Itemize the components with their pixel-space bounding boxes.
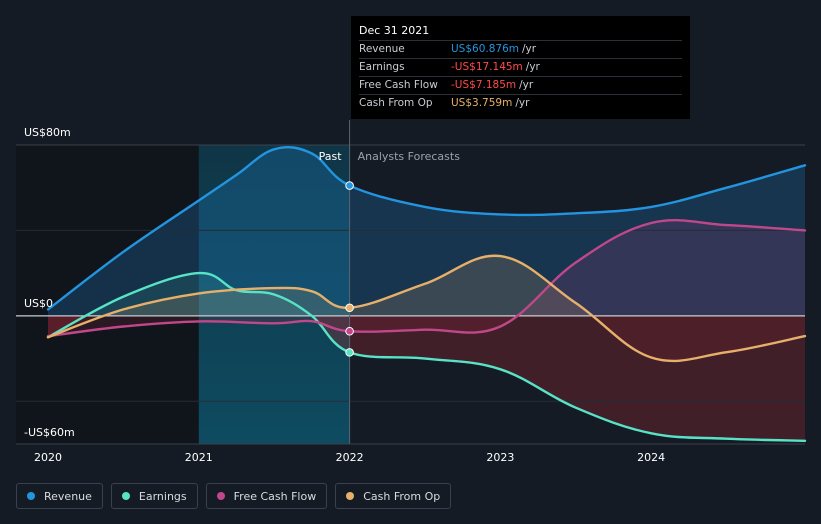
tooltip-unit: /yr (522, 43, 537, 55)
cash-from-op-dot-icon (346, 492, 355, 500)
tooltip-label: Free Cash Flow (359, 79, 438, 91)
tooltip-row-earnings: Earnings -US$17.145m /yr (359, 59, 682, 77)
free-cash-flow-dot-icon (216, 492, 225, 500)
series-area-3 (48, 315, 805, 361)
legend-label: Cash From Op (363, 489, 441, 503)
tooltip-value: US$60.876m (451, 43, 519, 55)
tooltip-value: US$3.759m (451, 97, 513, 109)
earnings-dot-icon (121, 492, 130, 500)
x-tick-label: 2021 (185, 451, 213, 464)
y-tick-label: -US$60m (24, 426, 75, 439)
legend-item-earnings[interactable]: Earnings (110, 483, 198, 509)
chart-canvas: US$80m US$0 -US$60m 2020 2021 2022 2023 2024 Pas… (16, 120, 807, 464)
y-tick-label: US$0 (24, 297, 53, 310)
series-area-1 (48, 315, 805, 441)
tooltip-unit: /yr (525, 61, 540, 73)
legend: Revenue Earnings Free Cash Flow Cash Fro… (16, 483, 452, 511)
forecast-label: Analysts Forecasts (358, 150, 461, 163)
legend-item-free-cash-flow[interactable]: Free Cash Flow (205, 483, 328, 509)
x-tick-label: 2024 (637, 451, 665, 464)
x-tick-label: 2020 (34, 451, 62, 464)
tooltip-label: Earnings (359, 61, 405, 73)
legend-label: Revenue (44, 489, 92, 503)
x-tick-label: 2023 (486, 451, 514, 464)
data-point-revenue (345, 181, 354, 190)
series-area-2 (517, 220, 805, 316)
data-point-free-cash-flow (345, 326, 354, 336)
x-tick-label: 2022 (336, 451, 364, 464)
tooltip-unit: /yr (519, 79, 534, 91)
tooltip-date: Dec 31 2021 (359, 22, 682, 41)
legend-label: Free Cash Flow (233, 489, 317, 503)
data-point-cash-from-op (345, 303, 354, 313)
tooltip-row-free-cash-flow: Free Cash Flow -US$7.185m /yr (359, 77, 682, 95)
tooltip-unit: /yr (515, 97, 530, 109)
data-point-earnings (345, 348, 354, 357)
legend-item-revenue[interactable]: Revenue (16, 483, 103, 509)
series-line-free-cash-flow (46, 219, 807, 338)
tooltip-row-cash-from-op: Cash From Op US$3.759m /yr (359, 95, 682, 112)
legend-label: Earnings (138, 489, 187, 503)
tooltip: Dec 31 2021 Revenue US$60.876m /yr Earni… (351, 16, 690, 119)
y-tick-label: US$80m (24, 126, 71, 139)
series-area-0 (48, 147, 805, 316)
tooltip-row-revenue: Revenue US$60.876m /yr (359, 41, 682, 59)
tooltip-label: Revenue (359, 43, 405, 55)
tooltip-value: -US$7.185m (451, 79, 517, 91)
legend-item-cash-from-op[interactable]: Cash From Op (335, 483, 452, 509)
past-label: Past (319, 150, 343, 163)
revenue-dot-icon (27, 492, 35, 500)
series-line-earnings (46, 271, 807, 442)
series-area-3 (103, 255, 593, 316)
series-line-cash-from-op (46, 254, 807, 363)
tooltip-value: -US$17.145m (451, 61, 523, 73)
tooltip-label: Cash From Op (359, 97, 433, 109)
